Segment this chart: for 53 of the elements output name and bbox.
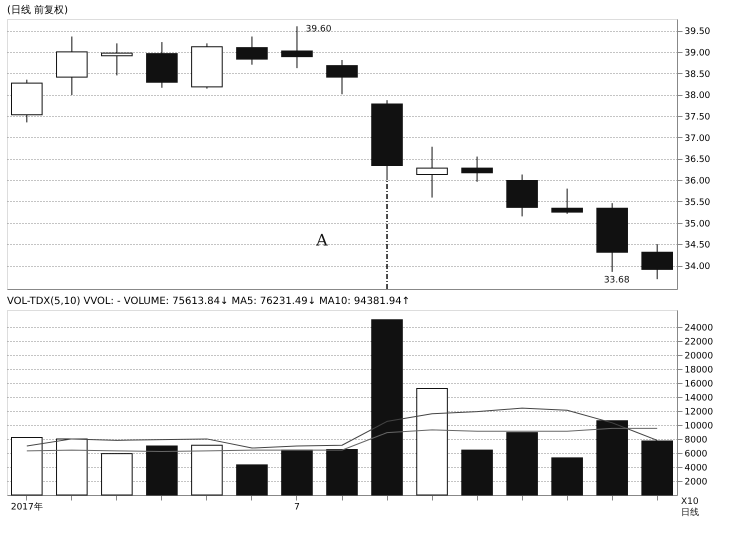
bar	[371, 319, 403, 496]
y-tick-label: 22000	[684, 337, 714, 348]
chart-title: (日线 前复权)	[7, 4, 68, 16]
bar	[326, 448, 358, 496]
bar	[281, 450, 313, 496]
y-tick-label: 38.00	[684, 91, 711, 102]
y-tick-label: 37.50	[684, 112, 711, 122]
candlestick	[416, 146, 448, 198]
y-tick-label: 35.00	[684, 219, 711, 230]
y-tick-label: 24000	[684, 323, 714, 334]
y-tick-label: 12000	[684, 407, 714, 418]
y-tick-label: 14000	[684, 393, 714, 404]
y-tick-label: 36.50	[684, 155, 711, 166]
bar	[506, 432, 538, 496]
annotation: 39.60	[306, 24, 332, 34]
y-tick-label: 10000	[684, 421, 714, 432]
y-tick-label: 20000	[684, 351, 714, 362]
y-tick-label: 38.50	[684, 70, 711, 80]
y-tick-label: 36.00	[684, 176, 711, 187]
y-tick-label: 8000	[684, 435, 708, 446]
line-series	[26, 428, 658, 452]
line-series	[26, 408, 658, 449]
bar	[416, 388, 448, 496]
bar	[56, 438, 88, 496]
bar	[461, 450, 493, 496]
bar	[101, 453, 133, 496]
y-tick-label: 34.50	[684, 240, 711, 251]
y-tick-label: 37.00	[684, 134, 711, 144]
y-tick-label: 6000	[684, 449, 708, 460]
y-tick-label: 39.00	[684, 48, 711, 58]
annotation: 33.68	[604, 276, 630, 286]
y-tick-label: 16000	[684, 379, 714, 390]
x-tick-label: 2017年	[10, 502, 43, 512]
candlestick	[551, 188, 583, 214]
annotation: A	[315, 230, 328, 250]
bar	[146, 445, 178, 496]
candlestick	[101, 42, 133, 76]
text: X10	[681, 497, 699, 507]
y-tick-label: 2000	[684, 477, 708, 488]
y-tick-label: 39.50	[684, 27, 711, 38]
bar	[641, 440, 673, 496]
bar	[596, 420, 628, 496]
y-tick-label: 35.50	[684, 198, 711, 208]
chart-title: VOL-TDX(5,10) VVOL: - VOLUME: 75613.84↓ MA5: 76231.49↓ MA10: 94381.94↑	[7, 296, 410, 307]
bar	[191, 444, 223, 496]
bar	[11, 437, 43, 496]
text: 日线	[681, 507, 699, 518]
x-tick-label: 7	[294, 502, 300, 512]
y-tick-label: 4000	[684, 463, 708, 474]
bar	[236, 464, 268, 496]
y-tick-label: 18000	[684, 365, 714, 376]
y-tick-label: 34.00	[684, 262, 711, 272]
bar	[551, 457, 583, 496]
